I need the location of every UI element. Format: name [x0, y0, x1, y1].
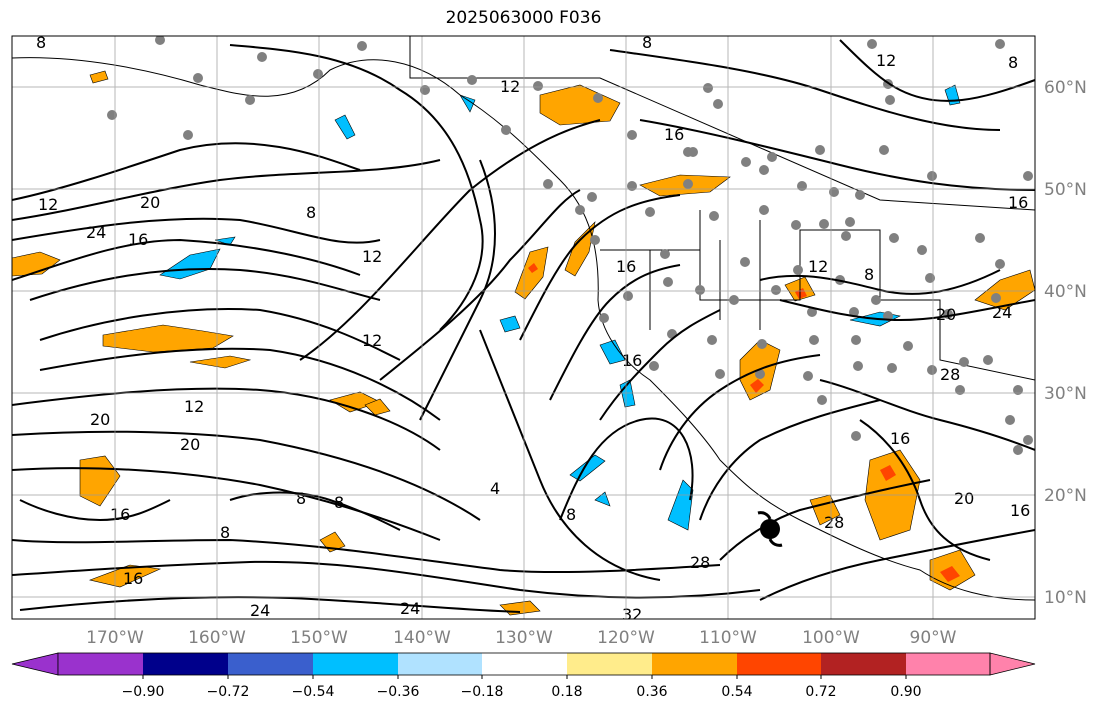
contour-label: 12	[362, 247, 382, 266]
colorbar-segment	[143, 653, 228, 675]
contour-label: 8	[334, 493, 344, 512]
colorbar-tick-label: 0.18	[551, 684, 582, 700]
colorbar-tick-label: 0.54	[721, 684, 752, 700]
contour-label: 16	[890, 429, 910, 448]
contour-label: 12	[38, 195, 58, 214]
contour-label: 8	[642, 33, 652, 52]
map-frame	[11, 35, 1036, 620]
contour-label: 16	[128, 230, 148, 249]
contour-label: 8	[36, 33, 46, 52]
coastlines	[12, 36, 1035, 601]
colorbar-extend-left	[11, 652, 59, 676]
lon-label: 160°W	[188, 628, 246, 648]
contour-label: 12	[876, 51, 896, 70]
graticule	[12, 36, 1035, 619]
contour-label: 28	[824, 513, 844, 532]
contour-label: 12	[808, 257, 828, 276]
contour-label: 20	[140, 193, 160, 212]
contour-label-group: 8 12 16 20 24 12 8 12 12 12 20 20 16 16 …	[36, 33, 1030, 624]
contour-label: 16	[1010, 501, 1030, 520]
lat-label: 10°N	[1044, 588, 1087, 608]
contour-label: 16	[1008, 193, 1028, 212]
contour-label: 12	[362, 331, 382, 350]
map-title: 2025063000 F036	[445, 8, 602, 28]
lon-label: 100°W	[802, 628, 860, 648]
colorbar-segment	[652, 653, 737, 675]
colorbar-segment	[313, 653, 398, 675]
lon-label: 110°W	[699, 628, 757, 648]
contour-label: 24	[86, 223, 106, 242]
colorbar-tick-label: 0.72	[805, 684, 836, 700]
lat-label: 50°N	[1044, 180, 1087, 200]
lon-label: 130°W	[495, 628, 553, 648]
contour-label: 4	[490, 479, 500, 498]
contour-lines	[12, 39, 1035, 613]
colorbar-segment	[228, 653, 313, 675]
contour-label: 8	[1008, 53, 1018, 72]
colorbar-tick-label: −0.72	[207, 684, 250, 700]
contour-label: 8	[566, 505, 576, 524]
contour-label: 24	[992, 303, 1012, 322]
contour-label: 28	[940, 365, 960, 384]
colorbar-extend-right	[989, 652, 1036, 676]
storm-center-marker	[760, 519, 780, 539]
contour-label: 28	[690, 553, 710, 572]
lat-label: 40°N	[1044, 282, 1087, 302]
contour-label: 12	[184, 397, 204, 416]
lon-label: 120°W	[597, 628, 655, 648]
colorbar-tick-label: −0.90	[122, 684, 165, 700]
lon-label: 90°W	[910, 628, 957, 648]
contour-label: 20	[90, 410, 110, 429]
lat-label: 60°N	[1044, 78, 1087, 98]
contour-label: 16	[622, 351, 642, 370]
colorbar-segment	[398, 653, 482, 675]
lon-label: 170°W	[86, 628, 144, 648]
contour-label: 20	[180, 435, 200, 454]
contour-label: 8	[864, 265, 874, 284]
colorbar-segment	[737, 653, 821, 675]
contour-label: 16	[664, 125, 684, 144]
contour-label: 24	[250, 601, 270, 620]
latitude-labels: 60°N 50°N 40°N 30°N 20°N 10°N	[1044, 78, 1087, 608]
colorbar-segment	[906, 653, 990, 675]
lon-label: 140°W	[393, 628, 451, 648]
colorbar-tick-label: 0.36	[636, 684, 667, 700]
contour-label: 32	[622, 605, 642, 624]
colorbar-segment	[567, 653, 652, 675]
colorbar-segment	[482, 653, 567, 675]
colorbar-tick-label: −0.36	[377, 684, 420, 700]
lat-label: 30°N	[1044, 384, 1087, 404]
contour-label: 16	[110, 505, 130, 524]
contour-label: 16	[123, 569, 143, 588]
contour-label: 20	[936, 305, 956, 324]
lat-label: 20°N	[1044, 486, 1087, 506]
lon-label: 150°W	[290, 628, 348, 648]
contour-label: 8	[296, 489, 306, 508]
colorbar-tick-label: −0.54	[292, 684, 335, 700]
contour-label: 8	[306, 203, 316, 222]
contour-label: 8	[220, 523, 230, 542]
colorbar: −0.90 −0.72 −0.54 −0.36 −0.18 0.18 0.36 …	[11, 652, 1036, 700]
colorbar-segment	[58, 653, 143, 675]
colorbar-segment	[821, 653, 906, 675]
contour-label: 20	[954, 489, 974, 508]
colorbar-tick-label: −0.18	[461, 684, 504, 700]
contour-label: 24	[400, 599, 420, 618]
colorbar-tick-label: 0.90	[890, 684, 921, 700]
longitude-labels: 170°W 160°W 150°W 140°W 130°W 120°W 110°…	[86, 628, 957, 648]
